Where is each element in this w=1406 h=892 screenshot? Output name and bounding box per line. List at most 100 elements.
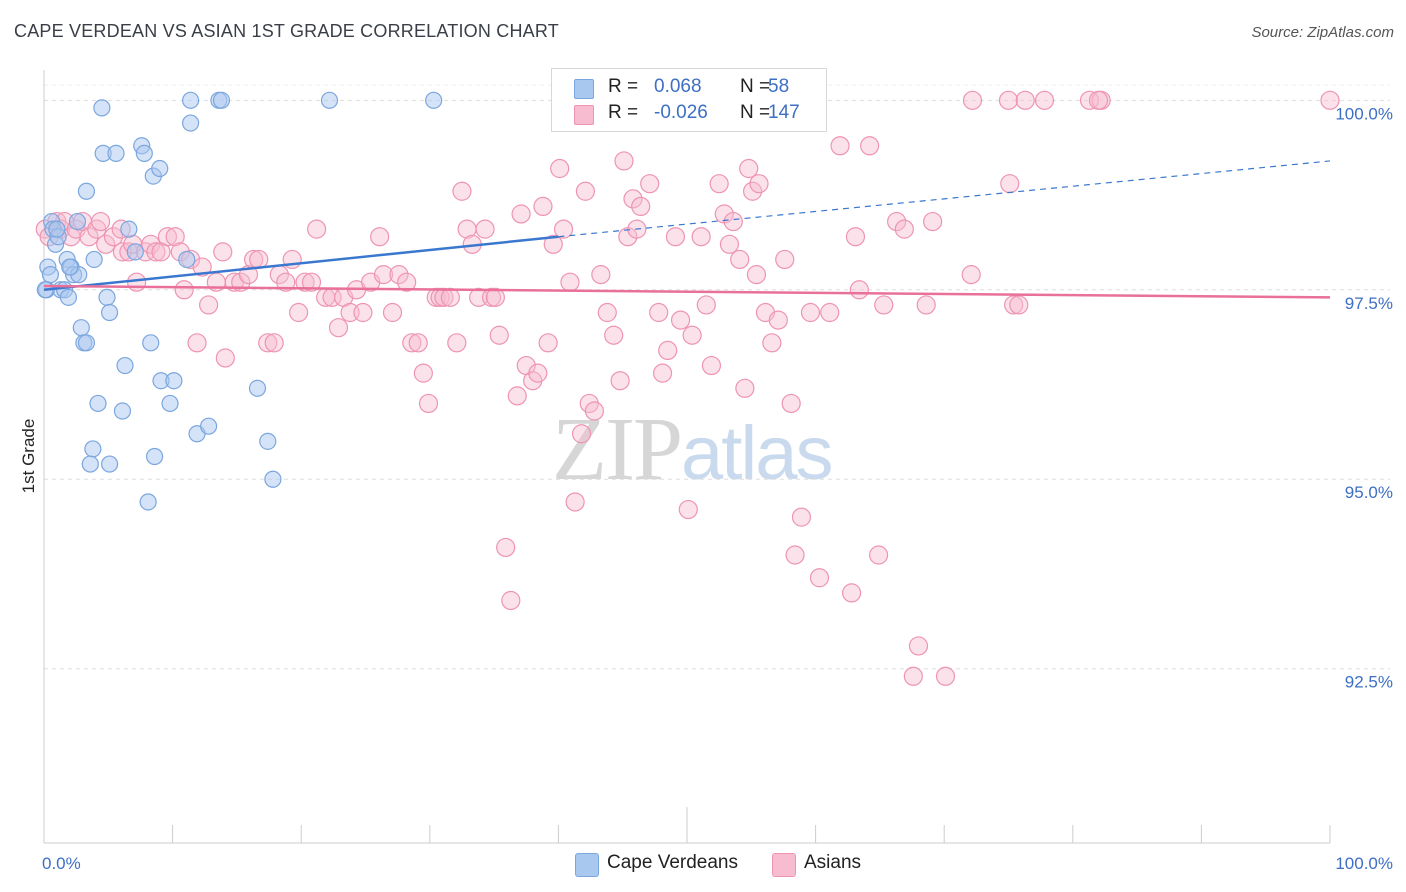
watermark-zip: ZIP <box>552 400 683 499</box>
asian-point <box>501 590 521 611</box>
asian-point <box>830 136 850 156</box>
trend-lines <box>43 160 1331 299</box>
correlation-legend: R = 0.068 N = 58 R = -0.026 N = 147 <box>551 68 827 132</box>
cape-verdean-point <box>142 334 160 352</box>
asian-point <box>1034 90 1055 110</box>
asian-point <box>553 219 574 239</box>
asian-point <box>860 136 880 156</box>
y-tick-label: 100.0% <box>1335 104 1393 123</box>
cape-verdean-point <box>72 319 90 337</box>
asian-point <box>730 249 750 270</box>
cape-verdean-point <box>77 334 96 352</box>
cape-verdean-point <box>165 372 183 390</box>
asian-point <box>289 302 309 323</box>
asian-point <box>295 272 315 292</box>
asian-point <box>614 151 634 171</box>
cape-verdean-point <box>100 303 119 322</box>
asian-point <box>591 265 611 285</box>
asian-point <box>447 333 467 353</box>
cape-verdean-point <box>81 455 99 473</box>
legend-swatch-cape-verdean <box>574 79 594 99</box>
legend-r-label: R = <box>608 102 639 123</box>
asian-point <box>126 272 147 292</box>
asian-point <box>691 227 711 247</box>
asian-point <box>935 666 956 686</box>
chart-title: CAPE VERDEAN VS ASIAN 1ST GRADE CORRELAT… <box>14 21 559 41</box>
legend-n-value: 58 <box>768 76 790 97</box>
x-tick-label: 100.0% <box>1335 854 1393 873</box>
asian-point <box>610 371 630 391</box>
cape-verdean-point <box>178 250 196 269</box>
cape-verdean-point <box>259 432 277 450</box>
cape-verdean-point <box>182 91 200 109</box>
y-tick-label: 95.0% <box>1345 483 1393 502</box>
asians-swatch <box>772 853 796 877</box>
asian-point <box>678 499 698 520</box>
asian-point <box>187 333 207 353</box>
asian-point <box>768 310 788 330</box>
asian-point <box>489 325 509 345</box>
asian-point <box>809 568 830 588</box>
asian-point <box>452 181 472 201</box>
asian-point <box>1009 295 1029 315</box>
asian-point <box>908 636 929 656</box>
cape-verdean-point <box>98 288 116 306</box>
asian-trend-line <box>43 284 1331 299</box>
asian-point <box>723 211 743 232</box>
asian-point <box>781 393 801 414</box>
asian-point <box>842 583 862 603</box>
cape-verdean-point <box>248 379 267 397</box>
asian-point <box>604 325 624 345</box>
cape-verdean-points <box>36 91 443 511</box>
cape-verdean-trend-line <box>43 235 559 292</box>
asian-point <box>382 302 403 323</box>
cape-verdean-trend-extension <box>558 160 1331 238</box>
legend-swatch-asian <box>574 105 594 125</box>
asian-point <box>397 272 417 292</box>
legend-r-label: R = <box>608 76 639 97</box>
asian-points <box>35 90 1340 686</box>
asian-point <box>1088 90 1109 110</box>
cape-verdean-point <box>151 159 169 178</box>
asian-point <box>631 196 651 217</box>
axes <box>43 70 1331 844</box>
asian-point <box>496 537 516 558</box>
source-label: Source: ZipAtlas.com <box>1251 24 1394 41</box>
cape-verdean-point <box>100 455 119 473</box>
cape-verdean-point <box>84 440 102 458</box>
asian-point <box>749 174 769 194</box>
y-axis-title: 1st Grade <box>19 419 38 494</box>
asian-point <box>640 174 660 194</box>
asian-point <box>746 265 767 285</box>
asian-point <box>903 666 923 686</box>
asian-point <box>742 181 763 201</box>
asian-point <box>735 378 755 398</box>
asian-point <box>353 302 373 323</box>
asian-point <box>849 280 869 300</box>
asian-point <box>103 227 124 247</box>
asian-point <box>658 340 678 361</box>
cape-verdean-point <box>135 144 153 162</box>
asian-point <box>402 333 422 353</box>
cape-verdean-point <box>126 243 144 261</box>
asian-point <box>597 302 617 323</box>
cape-verdean-point <box>320 91 339 109</box>
asian-point <box>511 204 531 224</box>
asian-point <box>575 181 596 201</box>
asian-point <box>696 295 716 315</box>
asian-point <box>389 265 409 285</box>
asian-point <box>998 90 1019 110</box>
asian-point <box>894 219 914 239</box>
asian-point <box>301 272 322 292</box>
cape-verdean-point <box>116 356 134 375</box>
asian-point <box>791 507 812 527</box>
cape-verdean-point <box>89 394 107 413</box>
asian-point <box>485 287 505 307</box>
asian-point <box>800 302 821 323</box>
cape-verdean-point <box>85 250 103 269</box>
asian-point <box>820 302 840 323</box>
cape-verdean-point <box>145 447 164 466</box>
cape-verdeans-swatch <box>575 853 599 877</box>
asian-point <box>199 295 219 315</box>
